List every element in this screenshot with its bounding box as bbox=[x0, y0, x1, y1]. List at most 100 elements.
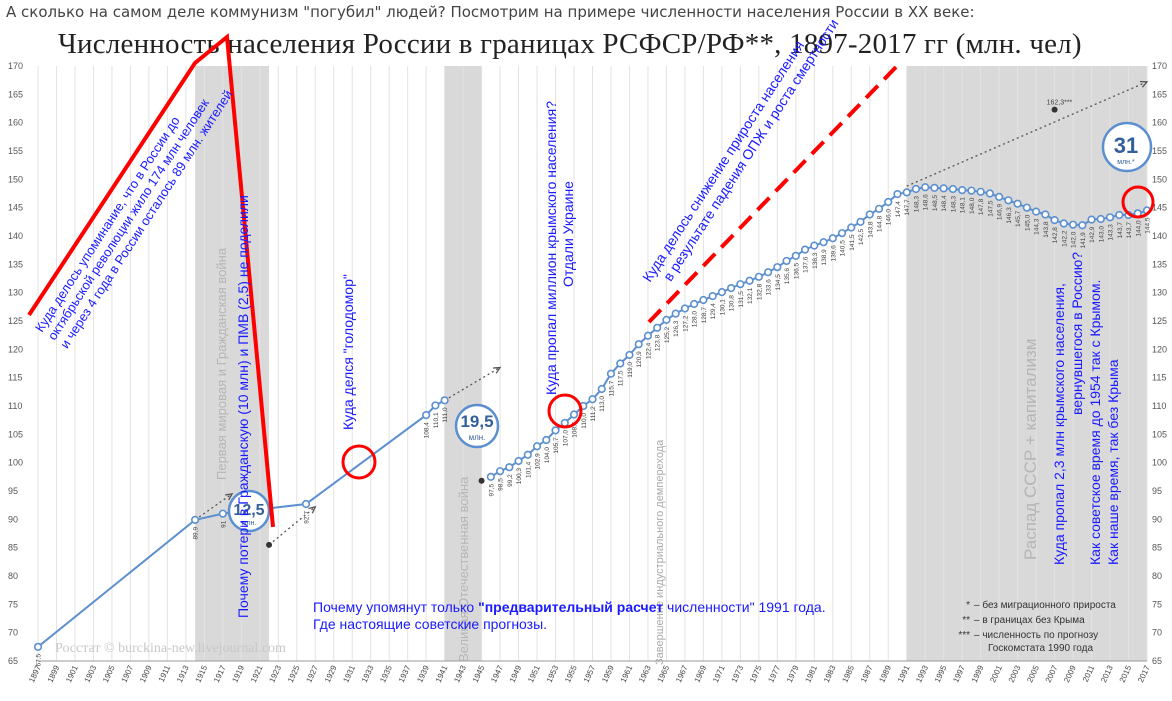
dark-point bbox=[266, 541, 273, 548]
data-point bbox=[551, 426, 560, 435]
y-tick-label-right: 85 bbox=[1152, 543, 1162, 553]
data-label: 142,2 bbox=[1061, 230, 1068, 247]
annotation-1-line-2: октябрьской революции жило 174 млн челов… bbox=[45, 96, 213, 343]
data-point bbox=[754, 272, 763, 281]
data-point bbox=[514, 456, 523, 466]
data-label: 99,2 bbox=[507, 474, 514, 487]
data-point bbox=[440, 396, 449, 405]
data-label: 140,5 bbox=[840, 240, 847, 257]
data-label: 104,0 bbox=[544, 447, 551, 464]
data-point bbox=[431, 401, 440, 410]
bubble-value: 19,5 bbox=[460, 412, 493, 431]
annotation-1-line-1: Куда делось упоминание, что в России до bbox=[32, 114, 183, 335]
bubble-unit: млн. bbox=[242, 520, 257, 527]
data-point bbox=[588, 395, 597, 404]
x-tick-label: 1931 bbox=[341, 664, 357, 684]
data-label: 117,5 bbox=[618, 370, 625, 386]
band-label-ww2: Великая Отечественная война bbox=[456, 476, 471, 662]
x-tick-label: 1977 bbox=[766, 664, 782, 684]
y-tick-label-left: 85 bbox=[8, 543, 18, 553]
data-points bbox=[33, 106, 1152, 651]
red-circle-1954 bbox=[547, 393, 583, 429]
data-label: 143,3 bbox=[1108, 224, 1115, 241]
y-tick-label-right: 90 bbox=[1152, 514, 1162, 524]
bubble-value: 12,5 bbox=[233, 502, 264, 519]
data-point bbox=[847, 223, 856, 232]
data-label: 145,7 bbox=[1015, 210, 1022, 227]
data-label: 139,6 bbox=[830, 245, 837, 262]
data-label: 91 bbox=[220, 520, 227, 528]
x-tick-label: 1907 bbox=[120, 664, 136, 684]
data-label: 144,8 bbox=[876, 215, 883, 232]
x-tick-label: 1951 bbox=[526, 664, 542, 684]
data-point bbox=[1059, 219, 1068, 228]
x-tick-label: 2007 bbox=[1044, 664, 1060, 684]
data-label: 126,3 bbox=[673, 320, 680, 337]
bubble-12-5: 12,5 млн. bbox=[227, 489, 271, 533]
x-tick-label: 1935 bbox=[378, 664, 394, 684]
x-tick-label: 1959 bbox=[600, 664, 616, 684]
data-point bbox=[1115, 210, 1124, 220]
x-tick-label: 1967 bbox=[674, 664, 690, 684]
data-point bbox=[939, 184, 948, 193]
y-tick-label-left: 95 bbox=[8, 486, 18, 496]
data-label: 122,4 bbox=[645, 342, 652, 359]
data-label: 143,8 bbox=[867, 221, 874, 238]
y-tick-label-left: 115 bbox=[8, 373, 22, 383]
y-tick-label-right: 160 bbox=[1152, 118, 1167, 128]
data-point bbox=[1078, 221, 1087, 230]
data-label: 107,0 bbox=[562, 430, 569, 447]
data-label: 145,0 bbox=[1024, 214, 1031, 231]
data-label: 123,8 bbox=[655, 334, 662, 351]
data-point bbox=[1004, 196, 1013, 205]
data-label: 138,3 bbox=[812, 252, 819, 269]
y-tick-label-right: 105 bbox=[1152, 429, 1167, 439]
data-label: 113,0 bbox=[599, 396, 606, 412]
x-tick-label: 1965 bbox=[656, 664, 672, 684]
x-tick-label: 1911 bbox=[157, 664, 173, 684]
forecast-label: 162,3*** bbox=[1047, 100, 1073, 107]
x-tick-label: 1899 bbox=[46, 664, 62, 684]
x-tick-label: 1983 bbox=[822, 664, 838, 684]
data-point bbox=[995, 192, 1004, 201]
y-tick-label-left: 170 bbox=[8, 61, 23, 71]
x-tick-label: 2017 bbox=[1136, 664, 1152, 684]
legend-marker-2: ** bbox=[962, 615, 970, 626]
data-label: 97,5 bbox=[488, 483, 495, 496]
projection-line-3 bbox=[906, 81, 1148, 187]
x-tick-label: 1993 bbox=[914, 664, 930, 684]
data-point bbox=[634, 340, 643, 349]
data-point bbox=[708, 291, 717, 301]
data-label: 143,7 bbox=[1117, 222, 1124, 239]
red-circle-1933 bbox=[341, 444, 377, 480]
x-tick-label: 1979 bbox=[785, 664, 801, 684]
post-caption: А сколько на самом деле коммунизм "погуб… bbox=[6, 3, 975, 21]
data-label: 147,5 bbox=[987, 200, 994, 217]
y-tick-label-right: 110 bbox=[1152, 401, 1166, 411]
y-tick-label-right: 75 bbox=[1152, 599, 1162, 609]
data-label: 143,8 bbox=[1043, 221, 1050, 238]
data-point bbox=[1031, 207, 1041, 216]
data-point bbox=[422, 410, 431, 420]
data-point bbox=[33, 642, 43, 651]
legend-marker-1: * bbox=[966, 600, 970, 611]
x-tick-label: 1995 bbox=[933, 664, 949, 684]
data-label: 147,8 bbox=[978, 198, 985, 215]
data-label: 127,2 bbox=[682, 315, 689, 332]
data-point bbox=[218, 509, 227, 518]
data-label: 67,5 bbox=[36, 653, 43, 666]
x-tick-label: 1987 bbox=[859, 664, 875, 684]
data-label: 130,8 bbox=[729, 295, 736, 312]
projection-lines bbox=[194, 80, 1149, 546]
x-tick-label: 1953 bbox=[545, 664, 561, 684]
data-label: 111,2 bbox=[590, 406, 597, 422]
note-line-2: Где настоящие советские прогнозы. bbox=[313, 616, 547, 632]
x-tick-label: 2001 bbox=[988, 664, 1004, 684]
data-point bbox=[532, 442, 542, 451]
annotation-4-line-2: Отдали Украине bbox=[560, 181, 576, 287]
dark-point bbox=[478, 477, 485, 484]
data-label: 130,1 bbox=[719, 299, 726, 316]
shaded-band-2 bbox=[906, 66, 1147, 661]
band-label-ussr: Распад СССР + капитализм bbox=[1021, 339, 1040, 561]
y-tick-label-left: 135 bbox=[8, 259, 23, 269]
